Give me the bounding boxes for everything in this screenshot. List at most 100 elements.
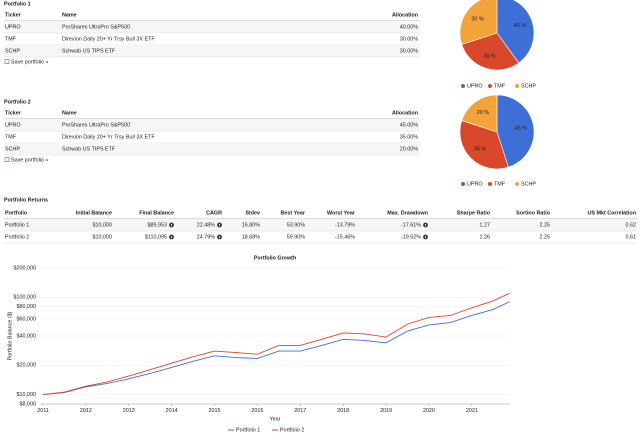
table-cell: Portfolio 1 bbox=[5, 222, 29, 228]
table-cell: UPRO bbox=[5, 24, 21, 30]
legend-label: Portfolio 1 bbox=[236, 427, 260, 433]
y-tick-label: $40,000 bbox=[17, 333, 37, 339]
table-header: Name bbox=[62, 12, 77, 18]
table-cell: 24.79% bbox=[197, 234, 215, 240]
table-cell: ProShares UltraPro S&P500 bbox=[62, 24, 130, 30]
chart-title: Portfolio Growth bbox=[254, 255, 297, 261]
table-header: Max. Drawdown bbox=[387, 210, 428, 216]
y-tick-label: $200,000 bbox=[14, 265, 36, 271]
series-line bbox=[42, 292, 510, 396]
table-cell: 20.00% bbox=[400, 146, 418, 152]
row-bg bbox=[4, 21, 420, 33]
table-cell: 1.26 bbox=[480, 234, 491, 240]
table-cell: SCHP bbox=[5, 146, 20, 152]
table-cell: TMF bbox=[5, 36, 17, 42]
table-cell: 2.25 bbox=[540, 222, 551, 228]
table-cell: 18.68% bbox=[242, 234, 260, 240]
table-cell: Portfolio 2 bbox=[5, 234, 29, 240]
table-header: Allocation bbox=[392, 110, 418, 116]
table-cell: 0.61 bbox=[626, 234, 637, 240]
table-cell: 45.00% bbox=[400, 122, 418, 128]
legend-label: SCHP bbox=[521, 83, 536, 89]
table-cell: 30.00% bbox=[400, 48, 418, 54]
slice-label: 45 % bbox=[515, 126, 527, 132]
y-tick-label: $8,000 bbox=[20, 401, 37, 407]
table-header: Ticker bbox=[5, 110, 22, 116]
row-bg bbox=[4, 143, 420, 155]
info-icon-mark bbox=[171, 236, 172, 239]
pie-slice bbox=[459, 120, 509, 170]
link-icon bbox=[4, 157, 10, 162]
y-tick-label: $100,000 bbox=[14, 295, 36, 301]
x-tick-label: 2016 bbox=[251, 408, 263, 414]
info-icon-mark bbox=[219, 236, 220, 239]
legend-dot bbox=[488, 84, 492, 88]
legend-label: SCHP bbox=[521, 181, 536, 187]
table-header: Sortino Ratio bbox=[516, 210, 551, 216]
table-cell: $89,953 bbox=[148, 222, 168, 228]
x-tick-label: 2012 bbox=[80, 408, 92, 414]
pie-slice bbox=[496, 0, 535, 64]
row-bg bbox=[4, 119, 420, 131]
row-bg bbox=[4, 45, 420, 57]
table-cell: $110,095 bbox=[145, 234, 167, 240]
table-cell: Schwab US TIPS ETF bbox=[62, 48, 116, 54]
legend-label: TMF bbox=[494, 83, 506, 89]
y-tick-label: $20,000 bbox=[17, 363, 37, 369]
x-tick-label: 2014 bbox=[166, 408, 178, 414]
link-icon bbox=[4, 59, 10, 64]
x-tick-label: 2018 bbox=[337, 408, 349, 414]
x-axis-label: Year bbox=[270, 416, 281, 422]
y-tick-label: $80,000 bbox=[17, 304, 37, 310]
table-cell: $10,000 bbox=[93, 234, 113, 240]
table-cell: Direxion Daily 20+ Yr Trsy Bull 3X ETF bbox=[62, 134, 155, 140]
table-cell: ProShares UltraPro S&P500 bbox=[62, 122, 130, 128]
slice-label: 20 % bbox=[477, 110, 489, 116]
legend-label: UPRO bbox=[467, 83, 483, 89]
table-cell: 2.25 bbox=[540, 234, 551, 240]
table-cell: -15.46% bbox=[335, 234, 355, 240]
x-tick-label: 2013 bbox=[123, 408, 135, 414]
slice-label: 30 % bbox=[471, 16, 483, 22]
legend-label: UPRO bbox=[467, 181, 483, 187]
table-cell: -13.79% bbox=[335, 222, 355, 228]
pie-slice bbox=[496, 94, 535, 168]
table-cell: $10,000 bbox=[93, 222, 113, 228]
table-header: Allocation bbox=[392, 12, 418, 18]
legend-dot bbox=[461, 182, 465, 186]
legend-label: TMF bbox=[494, 181, 506, 187]
legend-dot bbox=[515, 84, 519, 88]
slice-label: 40 % bbox=[514, 23, 526, 29]
table-cell: 30.00% bbox=[400, 36, 418, 42]
table-header: Initial Balance bbox=[76, 210, 112, 216]
legend-dot bbox=[515, 182, 519, 186]
save-link[interactable]: Save portfolio » bbox=[11, 157, 48, 163]
table-header: CAGR bbox=[206, 210, 222, 216]
table-cell: -19.52% bbox=[401, 234, 421, 240]
table-cell: 1.27 bbox=[480, 222, 491, 228]
x-tick-label: 2020 bbox=[423, 408, 435, 414]
pie-slice bbox=[461, 32, 520, 71]
legend-label: Portfolio 2 bbox=[280, 427, 304, 433]
y-tick-label: $60,000 bbox=[17, 316, 37, 322]
x-tick-label: 2011 bbox=[37, 408, 49, 414]
table-cell: Schwab US TIPS ETF bbox=[62, 146, 116, 152]
table-header: Final Balance bbox=[139, 210, 174, 216]
legend-dot bbox=[488, 182, 492, 186]
table-cell: -17.61% bbox=[401, 222, 421, 228]
x-tick-label: 2017 bbox=[294, 408, 306, 414]
table-cell: 35.00% bbox=[400, 134, 418, 140]
table-header: Best Year bbox=[281, 210, 306, 216]
save-link[interactable]: Save portfolio » bbox=[11, 59, 48, 65]
pie-slice bbox=[459, 0, 498, 45]
table-header: Sharpe Ratio bbox=[457, 210, 491, 216]
slice-label: 35 % bbox=[474, 146, 486, 152]
table-cell: SCHP bbox=[5, 48, 20, 54]
y-tick-label: $10,000 bbox=[17, 392, 37, 398]
table-cell: 16.80% bbox=[242, 222, 260, 228]
table-cell: 53.90% bbox=[287, 222, 305, 228]
table-cell: 40.00% bbox=[400, 24, 418, 30]
table-header: Worst Year bbox=[327, 210, 356, 216]
info-icon-mark bbox=[219, 224, 220, 227]
